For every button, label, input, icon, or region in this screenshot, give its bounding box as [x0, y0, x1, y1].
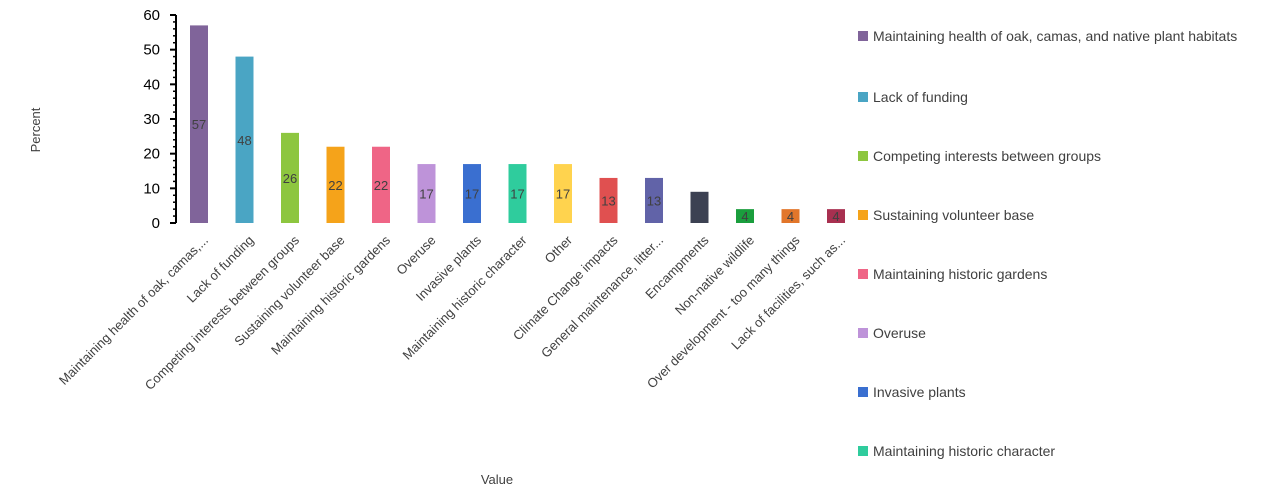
bar	[599, 177, 618, 223]
legend-item: Competing interests between groups	[858, 146, 1273, 166]
legend-item: Maintaining historic character	[858, 441, 1273, 461]
bar	[827, 209, 845, 223]
legend-label: Lack of funding	[873, 89, 968, 105]
bar	[281, 132, 299, 223]
data-label: 48	[237, 133, 251, 148]
y-tick-label: 30	[143, 111, 160, 128]
legend-swatch	[858, 328, 868, 338]
legend-label: Competing interests between groups	[873, 148, 1102, 164]
bar	[372, 146, 390, 223]
x-tick-label: Non-native wildlife	[672, 233, 757, 318]
data-label: 4	[787, 209, 794, 224]
data-label: 17	[419, 187, 433, 202]
legend-swatch	[858, 446, 868, 456]
legend-label: Maintaining health of oak, camas, and na…	[873, 28, 1238, 44]
bar	[554, 164, 572, 223]
legend-label: Maintaining historic character	[873, 443, 1056, 459]
legend-label: Invasive plants	[873, 384, 966, 400]
legend-label: Maintaining historic gardens	[873, 266, 1048, 282]
legend-item: Overuse	[858, 323, 1273, 343]
data-label: 22	[328, 178, 342, 193]
y-tick-label: 0	[152, 215, 160, 232]
x-axis-title: Value	[481, 472, 513, 487]
bar	[463, 164, 481, 223]
bar	[781, 209, 800, 223]
x-tick-label: Overuse	[393, 233, 438, 278]
x-tick-label: Other	[542, 232, 576, 266]
legend-label: Overuse	[873, 325, 926, 341]
data-label: 57	[192, 117, 206, 132]
data-label: 13	[601, 193, 615, 208]
data-label: 4	[832, 209, 839, 224]
bar	[690, 191, 709, 223]
legend-item: Sustaining volunteer base	[858, 205, 1273, 225]
bar	[645, 177, 663, 223]
data-label: 13	[647, 193, 661, 208]
data-label: 4	[741, 209, 748, 224]
bar	[326, 146, 345, 223]
legend-item: Invasive plants	[858, 382, 1273, 402]
y-tick-label: 10	[143, 180, 160, 197]
y-tick-label: 20	[143, 146, 160, 163]
data-label: 17	[510, 187, 524, 202]
legend-swatch	[858, 269, 868, 279]
data-label: 26	[283, 171, 297, 186]
y-axis-title: Percent	[28, 107, 43, 152]
bars: 57 48 26 22 22 17 17 17 17 13 13 4 4 4	[190, 25, 845, 224]
legend-item: Maintaining historic gardens	[858, 264, 1273, 284]
bar	[417, 164, 436, 223]
legend-swatch	[858, 387, 868, 397]
bar	[508, 164, 527, 223]
y-tick-label: 60	[143, 7, 160, 24]
y-tick-label: 40	[143, 76, 160, 93]
x-axis-labels: Maintaining health of oak, camas,...Lack…	[56, 232, 848, 393]
y-tick-label: 50	[143, 42, 160, 59]
legend-swatch	[858, 92, 868, 102]
y-axis: 0 10 20 30 40 50 60	[143, 7, 177, 232]
bar	[235, 56, 254, 223]
legend-item: Maintaining health of oak, camas, and na…	[858, 26, 1273, 46]
legend-swatch	[858, 151, 868, 161]
data-label: 17	[465, 187, 479, 202]
data-label: 22	[374, 178, 388, 193]
legend-swatch	[858, 31, 868, 41]
data-label: 17	[556, 187, 570, 202]
bar	[190, 25, 208, 224]
legend-label: Sustaining volunteer base	[873, 207, 1035, 223]
bar	[736, 209, 754, 223]
legend-swatch	[858, 210, 868, 220]
x-tick-label: Maintaining health of oak, camas,...	[56, 233, 211, 388]
legend-item: Lack of funding	[858, 87, 1273, 107]
